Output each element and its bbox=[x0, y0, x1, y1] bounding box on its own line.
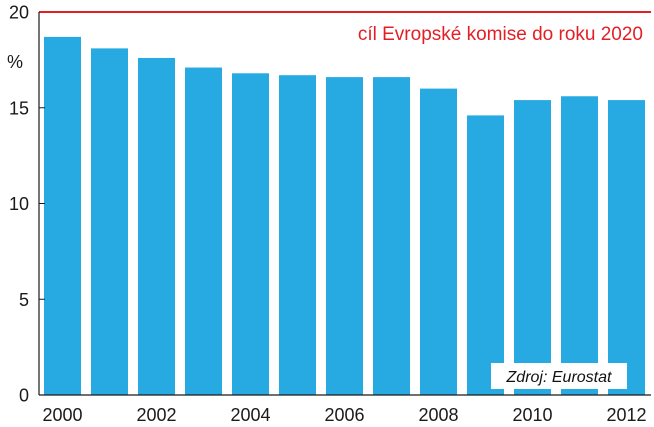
bar-2005 bbox=[279, 75, 316, 395]
y-axis-label: % bbox=[7, 52, 23, 72]
bar-2010 bbox=[514, 100, 551, 395]
bar-2001 bbox=[91, 48, 128, 395]
bar-2008 bbox=[420, 88, 457, 395]
source-note-box bbox=[491, 363, 627, 389]
bars-group bbox=[44, 36, 645, 396]
bar-2003 bbox=[185, 67, 222, 395]
x-tick-label-2004: 2004 bbox=[230, 405, 270, 425]
bar-2011 bbox=[561, 96, 598, 395]
x-tick-labels: 2000 2002 2004 2006 2008 2010 2012 bbox=[42, 405, 646, 425]
y-tick-labels: 0 5 10 15 20 bbox=[9, 3, 45, 406]
bar-2000 bbox=[44, 36, 81, 396]
x-tick-label-2010: 2010 bbox=[512, 405, 552, 425]
y-tick-label-10: 10 bbox=[9, 194, 29, 214]
bar-2007 bbox=[373, 77, 410, 396]
source-note: Zdroj: Eurostat bbox=[506, 369, 612, 386]
target-label: cíl Evropské komise do roku 2020 bbox=[358, 24, 643, 45]
bar-2004 bbox=[232, 73, 269, 395]
x-tick-label-2008: 2008 bbox=[418, 405, 458, 425]
x-tick-label-2000: 2000 bbox=[42, 405, 82, 425]
bar-2012 bbox=[608, 100, 645, 395]
y-tick-label-5: 5 bbox=[19, 290, 29, 310]
x-tick-label-2006: 2006 bbox=[324, 405, 364, 425]
y-tick-label-20: 20 bbox=[9, 3, 29, 23]
bar-2002 bbox=[138, 57, 175, 396]
bar-2006 bbox=[326, 77, 363, 396]
bar-2009 bbox=[467, 115, 504, 395]
y-tick-label-15: 15 bbox=[9, 98, 29, 118]
y-tick-label-0: 0 bbox=[19, 386, 29, 406]
x-tick-label-2002: 2002 bbox=[136, 405, 176, 425]
x-tick-label-2012: 2012 bbox=[606, 405, 646, 425]
